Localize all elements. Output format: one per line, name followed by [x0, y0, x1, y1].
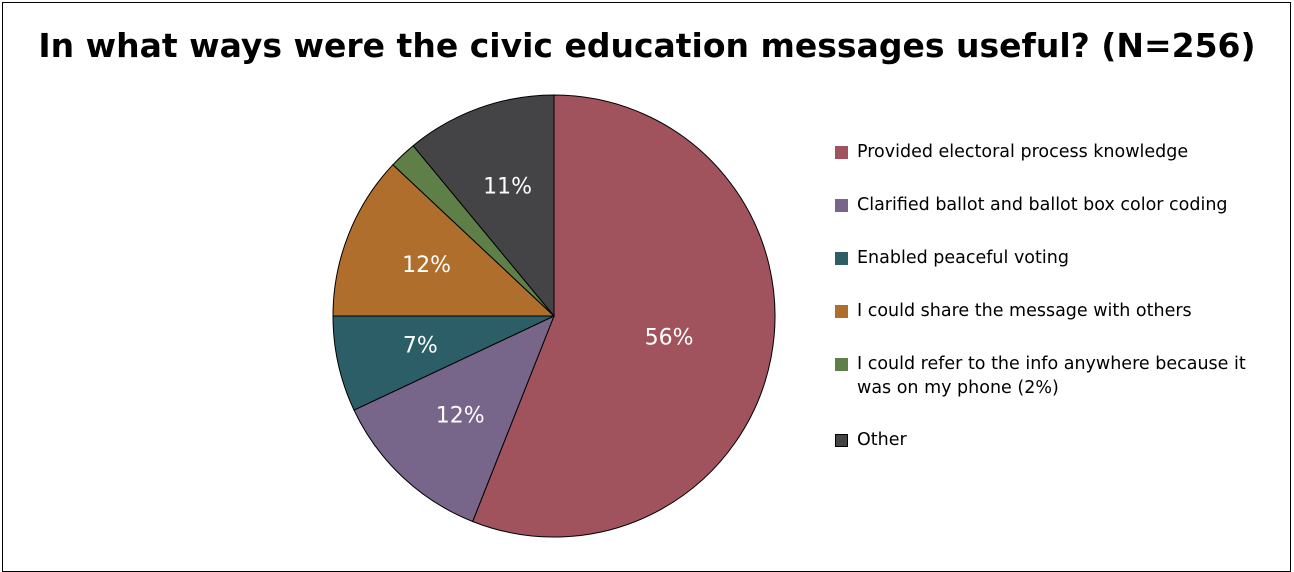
legend-item-2: Enabled peaceful voting: [835, 246, 1277, 270]
legend-item-1: Clarified ballot and ballot box color co…: [835, 193, 1277, 217]
pie-slice-0: [471, 94, 776, 538]
legend-item-3: I could share the message with others: [835, 299, 1277, 323]
legend-swatch-4: [835, 358, 848, 371]
legend-label-0: Provided electoral process knowledge: [857, 142, 1189, 162]
pie-slice-1: [353, 315, 555, 523]
pie-slice-label-0: 56%: [645, 325, 694, 350]
legend-item-5: Other: [835, 428, 1277, 452]
legend-label-1: Clarified ballot and ballot box color co…: [857, 195, 1228, 215]
pie-slices: [332, 94, 776, 538]
legend-label-2: Enabled peaceful voting: [857, 248, 1069, 268]
legend-swatch-5: [835, 434, 848, 447]
legend-swatch-2: [835, 252, 848, 265]
pie-slice-labels: 56% 12% 7% 12% 11%: [402, 175, 693, 429]
legend-swatch-3: [835, 305, 848, 318]
legend-label-4: I could refer to the info anywhere becau…: [857, 354, 1246, 398]
legend-label-5: Other: [857, 430, 907, 450]
pie-slice-5: [412, 94, 555, 318]
legend-swatch-1: [835, 199, 848, 212]
pie-slice-label-2: 7%: [403, 333, 438, 358]
legend-item-4: I could refer to the info anywhere becau…: [835, 352, 1277, 400]
pie-slice-3: [332, 164, 556, 317]
legend-item-0: Provided electoral process knowledge: [835, 140, 1277, 164]
chart-title: In what ways were the civic education me…: [38, 26, 1256, 65]
legend-label-3: I could share the message with others: [857, 301, 1192, 321]
pie-slice-label-5: 11%: [483, 175, 532, 200]
pie-slice-label-1: 12%: [436, 403, 485, 428]
legend-swatch-0: [835, 146, 848, 159]
pie-slice-label-3: 12%: [402, 253, 451, 278]
